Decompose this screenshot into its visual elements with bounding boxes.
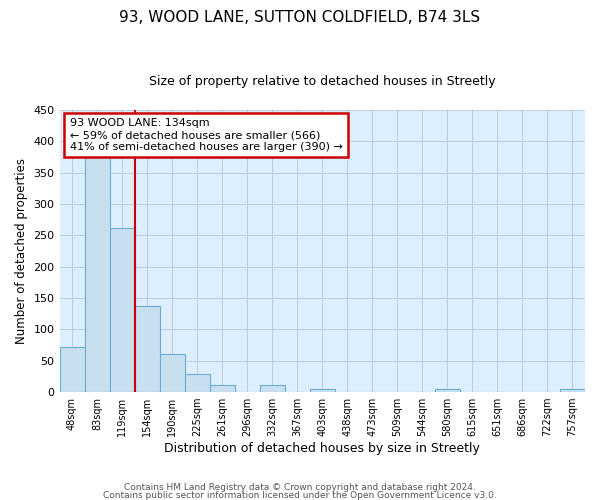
Y-axis label: Number of detached properties: Number of detached properties	[15, 158, 28, 344]
Text: 93, WOOD LANE, SUTTON COLDFIELD, B74 3LS: 93, WOOD LANE, SUTTON COLDFIELD, B74 3LS	[119, 10, 481, 25]
Bar	[110, 228, 134, 392]
Text: Contains HM Land Registry data © Crown copyright and database right 2024.: Contains HM Land Registry data © Crown c…	[124, 484, 476, 492]
Bar	[59, 347, 85, 392]
X-axis label: Distribution of detached houses by size in Streetly: Distribution of detached houses by size …	[164, 442, 480, 455]
Bar	[435, 389, 460, 392]
Bar	[134, 306, 160, 392]
Bar	[209, 385, 235, 392]
Bar	[85, 155, 110, 392]
Bar	[560, 389, 585, 392]
Bar	[185, 374, 209, 392]
Text: Contains public sector information licensed under the Open Government Licence v3: Contains public sector information licen…	[103, 490, 497, 500]
Bar	[160, 354, 185, 392]
Bar	[310, 389, 335, 392]
Text: 93 WOOD LANE: 134sqm
← 59% of detached houses are smaller (566)
41% of semi-deta: 93 WOOD LANE: 134sqm ← 59% of detached h…	[70, 118, 343, 152]
Bar	[260, 385, 285, 392]
Title: Size of property relative to detached houses in Streetly: Size of property relative to detached ho…	[149, 75, 496, 88]
